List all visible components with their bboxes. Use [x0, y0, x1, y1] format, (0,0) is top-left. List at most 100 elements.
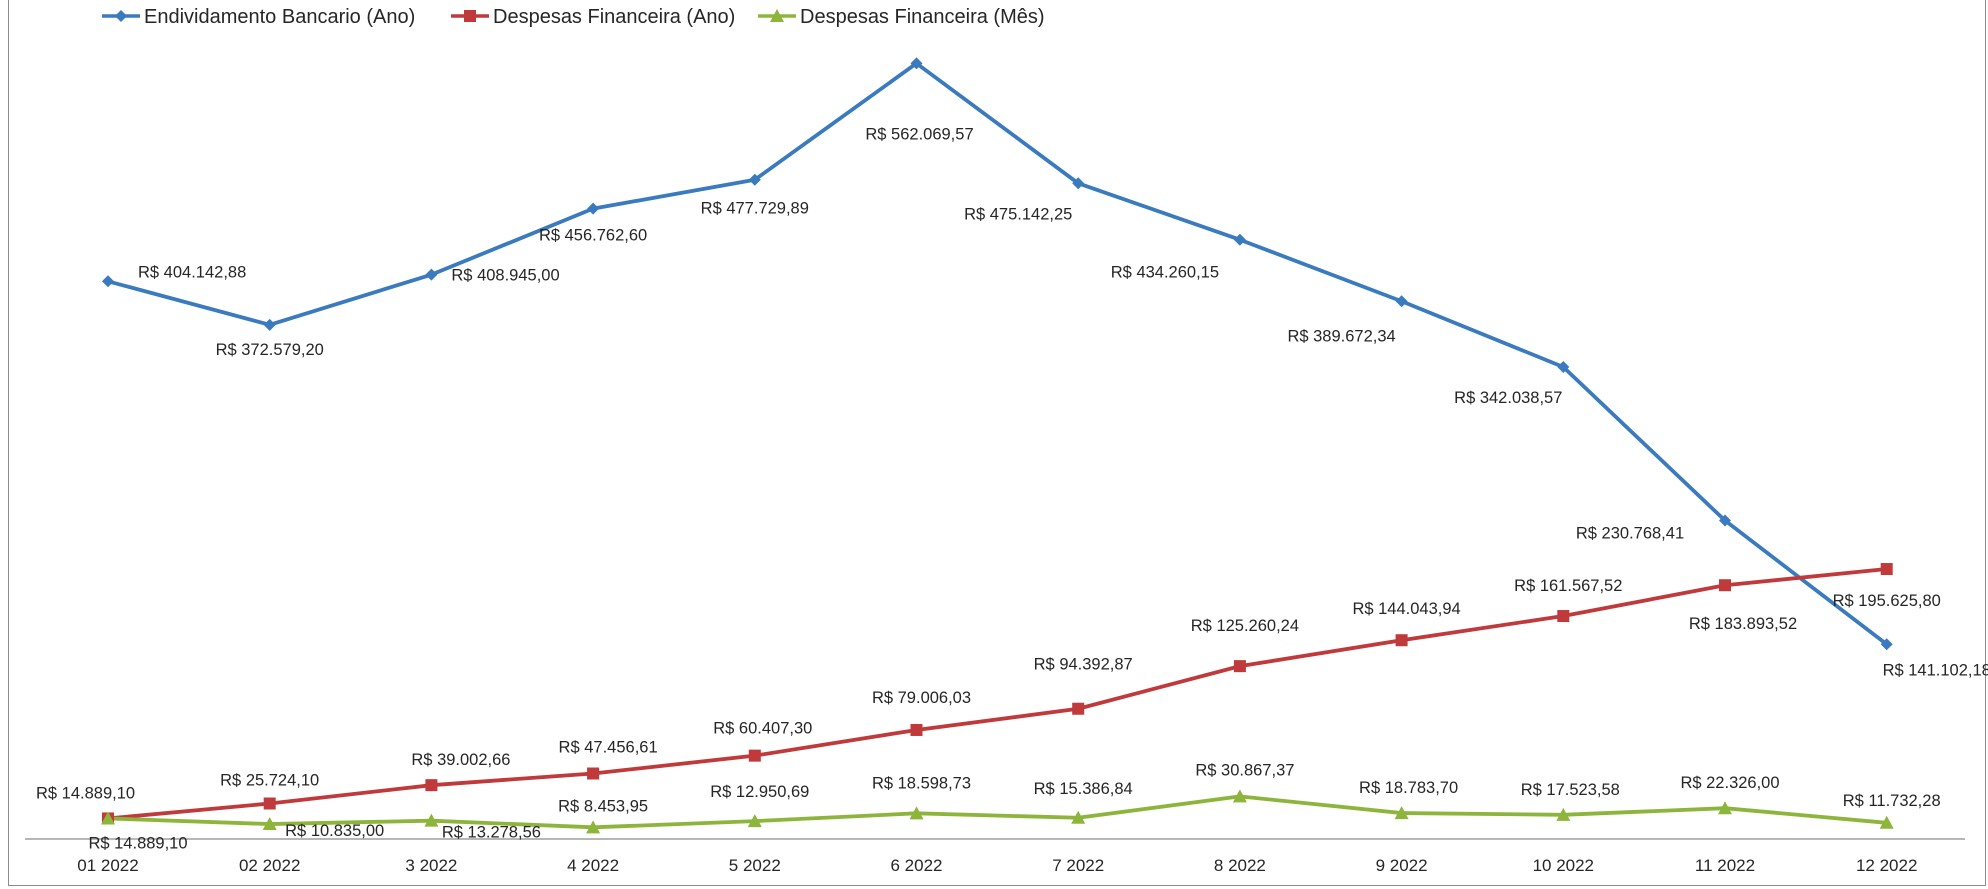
x-tick-label: 4 2022: [567, 856, 619, 875]
data-point-endividamento-bancario-ano: [1233, 233, 1246, 246]
x-tick-label: 3 2022: [405, 856, 457, 875]
data-label-despesas-financeira-ano: R$ 161.567,52: [1514, 577, 1622, 595]
legend-label: Despesas Financeira (Ano): [493, 6, 735, 28]
data-point-despesas-financeira-m-s: [747, 814, 762, 828]
data-label-despesas-financeira-ano: R$ 47.456,61: [559, 739, 658, 757]
legend-label: Despesas Financeira (Mês): [800, 6, 1045, 28]
data-label-endividamento-bancario-ano: R$ 141.102,18: [1883, 661, 1988, 679]
data-point-despesas-financeira-m-s: [1232, 789, 1247, 803]
series-line-endividamento-bancario-ano: [106, 61, 1889, 647]
data-label-endividamento-bancario-ano: R$ 372.579,20: [216, 341, 324, 359]
data-label-endividamento-bancario-ano: R$ 408.945,00: [451, 267, 559, 285]
legend-entry-endividamento-bancario-ano: Endividamento Bancario (Ano): [102, 6, 415, 28]
legend-marker-despesas-financeira-m-s: [770, 9, 784, 22]
data-label-despesas-financeira-m-s: R$ 22.326,00: [1680, 774, 1779, 792]
data-point-despesas-financeira-m-s: [1718, 801, 1732, 815]
data-label-despesas-financeira-ano: R$ 25.724,10: [220, 772, 319, 790]
data-point-endividamento-bancario-ano: [1395, 295, 1408, 308]
x-tick-label: 01 2022: [77, 856, 138, 875]
data-label-despesas-financeira-ano: R$ 94.392,87: [1034, 656, 1133, 674]
x-axis-tick-labels: 01 2022 02 2022 3 2022 4 2022 5 2022 6 2022 7 …: [77, 856, 1917, 875]
series-line-despesas-financeira-ano: [106, 567, 1889, 821]
legend: Endividamento Bancario (Ano) Despesas Fin…: [102, 6, 1045, 28]
data-label-endividamento-bancario-ano: R$ 389.672,34: [1287, 327, 1395, 345]
data-point-endividamento-bancario-ano: [1880, 638, 1893, 651]
data-label-endividamento-bancario-ano: R$ 434.260,15: [1111, 264, 1219, 282]
chart-frame: [8, 0, 1986, 886]
legend-entry-despesas-financeira-ano: Despesas Financeira (Ano): [451, 6, 735, 28]
x-tick-label: 02 2022: [239, 856, 300, 875]
x-tick-label: 8 2022: [1214, 856, 1266, 875]
data-label-despesas-financeira-m-s: R$ 18.598,73: [872, 774, 971, 792]
data-point-despesas-financeira-m-s: [1394, 806, 1409, 820]
data-point-despesas-financeira-ano: [425, 779, 438, 792]
data-point-despesas-financeira-m-s: [1556, 807, 1571, 821]
data-label-despesas-financeira-m-s: R$ 12.950,69: [710, 783, 809, 801]
data-point-despesas-financeira-ano: [1395, 634, 1408, 647]
series-markers: [101, 57, 1894, 834]
data-point-despesas-financeira-ano: [910, 723, 923, 736]
data-point-despesas-financeira-ano: [587, 767, 600, 780]
data-label-despesas-financeira-ano: R$ 183.893,52: [1689, 615, 1797, 633]
data-label-despesas-financeira-m-s: R$ 11.732,28: [1843, 792, 1941, 810]
data-point-endividamento-bancario-ano: [102, 275, 114, 288]
data-point-despesas-financeira-ano: [1719, 579, 1731, 592]
data-label-despesas-financeira-m-s: R$ 10.835,00: [285, 822, 384, 840]
data-label-despesas-financeira-m-s: R$ 8.453,95: [558, 797, 648, 815]
data-point-despesas-financeira-m-s: [262, 817, 277, 831]
data-point-despesas-financeira-ano: [1072, 702, 1085, 715]
data-point-despesas-financeira-ano: [1880, 563, 1893, 576]
data-label-endividamento-bancario-ano: R$ 342.038,57: [1454, 389, 1562, 407]
x-tick-label: 9 2022: [1376, 856, 1428, 875]
legend-label: Endividamento Bancario (Ano): [144, 6, 415, 28]
series-lines: [106, 61, 1889, 830]
data-point-despesas-financeira-m-s: [1071, 810, 1086, 824]
series-line-despesas-financeira-m-s: [106, 794, 1889, 830]
x-tick-label: 7 2022: [1052, 856, 1104, 875]
data-label-endividamento-bancario-ano: R$ 475.142,25: [964, 205, 1072, 223]
data-label-despesas-financeira-m-s: R$ 13.278,56: [442, 824, 541, 842]
legend-marker-despesas-financeira-ano: [464, 10, 476, 22]
data-point-despesas-financeira-ano: [263, 797, 276, 810]
data-label-endividamento-bancario-ano: R$ 456.762,60: [539, 227, 647, 245]
data-point-endividamento-bancario-ano: [748, 173, 761, 186]
data-label-despesas-financeira-ano: R$ 195.625,80: [1833, 592, 1941, 610]
data-label-despesas-financeira-ano: R$ 125.260,24: [1191, 617, 1299, 635]
data-point-endividamento-bancario-ano: [1557, 360, 1570, 373]
legend-entry-despesas-financeira-m-s: Despesas Financeira (Mês): [758, 6, 1045, 28]
data-label-despesas-financeira-m-s: R$ 15.386,84: [1034, 780, 1133, 798]
x-tick-label: 11 2022: [1695, 856, 1755, 875]
data-point-despesas-financeira-m-s: [586, 820, 601, 834]
data-point-despesas-financeira-m-s: [909, 806, 924, 820]
x-tick-label: 12 2022: [1856, 856, 1917, 875]
data-label-despesas-financeira-m-s: R$ 18.783,70: [1359, 779, 1458, 797]
data-label-despesas-financeira-ano: R$ 14.889,10: [36, 784, 135, 802]
data-point-despesas-financeira-ano: [1233, 660, 1246, 673]
data-label-endividamento-bancario-ano: R$ 404.142,88: [138, 263, 246, 281]
data-point-despesas-financeira-m-s: [101, 811, 115, 825]
data-label-despesas-financeira-ano: R$ 60.407,30: [713, 720, 812, 738]
data-label-despesas-financeira-m-s: R$ 14.889,10: [88, 834, 187, 852]
x-tick-label: 5 2022: [729, 856, 781, 875]
data-label-despesas-financeira-m-s: R$ 30.867,37: [1195, 761, 1294, 779]
data-point-endividamento-bancario-ano: [910, 57, 923, 70]
x-tick-label: 6 2022: [891, 856, 943, 875]
data-point-despesas-financeira-m-s: [424, 813, 439, 827]
data-label-despesas-financeira-ano: R$ 144.043,94: [1352, 600, 1460, 618]
x-tick-label: 10 2022: [1533, 856, 1594, 875]
legend-marker-endividamento-bancario-ano: [115, 10, 127, 22]
data-point-endividamento-bancario-ano: [425, 268, 438, 281]
data-point-despesas-financeira-ano: [748, 749, 761, 762]
data-point-endividamento-bancario-ano: [587, 202, 600, 215]
data-point-endividamento-bancario-ano: [263, 318, 276, 331]
data-point-despesas-financeira-m-s: [1879, 815, 1894, 829]
data-point-despesas-financeira-ano: [1557, 610, 1570, 623]
data-point-endividamento-bancario-ano: [1719, 514, 1731, 527]
data-label-despesas-financeira-m-s: R$ 17.523,58: [1521, 781, 1620, 799]
data-point-endividamento-bancario-ano: [1072, 177, 1085, 190]
data-label-endividamento-bancario-ano: R$ 477.729,89: [701, 200, 809, 218]
data-label-endividamento-bancario-ano: R$ 230.768,41: [1576, 525, 1684, 543]
data-label-despesas-financeira-ano: R$ 79.006,03: [872, 689, 971, 707]
data-label-despesas-financeira-ano: R$ 39.002,66: [411, 751, 510, 769]
